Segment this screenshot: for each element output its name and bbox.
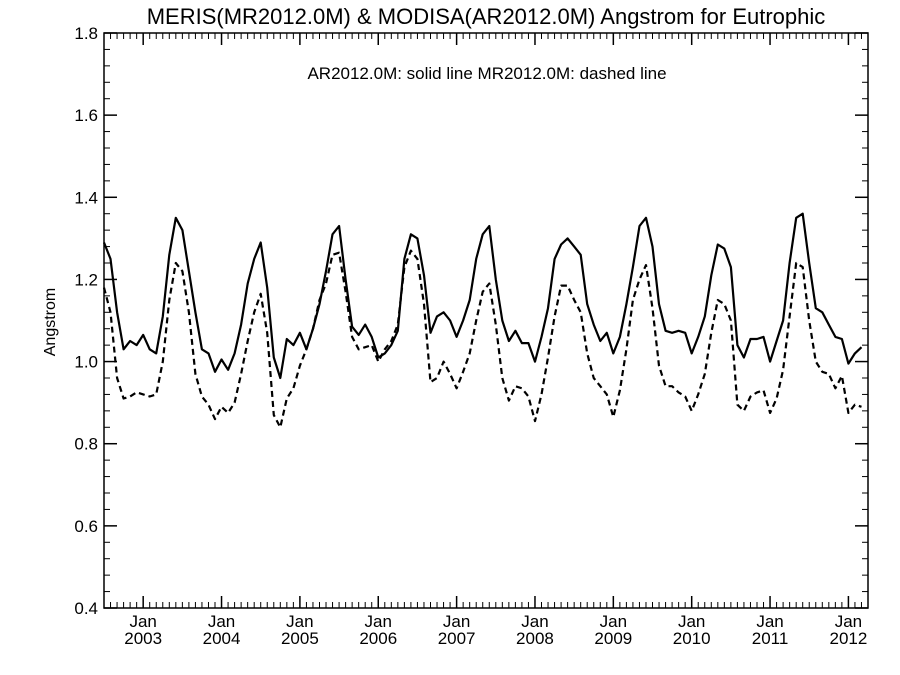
y-tick-label: 1.0 [74, 353, 98, 372]
series-line-solid [102, 212, 863, 380]
y-axis-label: Angstrom [42, 288, 59, 356]
y-tick-label: 1.6 [74, 106, 98, 125]
y-tick-label: 1.4 [74, 188, 98, 207]
y-tick-label: 0.4 [74, 599, 98, 618]
x-axis: Jan2003Jan2004Jan2005Jan2006Jan2007Jan20… [103, 33, 869, 648]
y-tick-label: 0.8 [74, 435, 98, 454]
x-tick-label-year: 2005 [281, 629, 319, 648]
x-tick-label-year: 2004 [203, 629, 241, 648]
x-tick-label-year: 2008 [516, 629, 554, 648]
x-tick-label-month: Jan [365, 612, 392, 631]
x-tick-label-month: Jan [208, 612, 235, 631]
x-tick-label-month: Jan [600, 612, 627, 631]
x-tick-label-year: 2011 [752, 629, 789, 648]
x-tick-label-year: 2010 [673, 629, 711, 648]
x-tick-label-month: Jan [678, 612, 705, 631]
chart-title: MERIS(MR2012.0M) & MODISA(AR2012.0M) Ang… [147, 4, 826, 29]
x-tick-label-year: 2007 [438, 629, 476, 648]
series-layer [102, 212, 863, 429]
y-tick-label: 0.6 [74, 517, 98, 536]
chart-annotation: AR2012.0M: solid line MR2012.0M: dashed … [307, 64, 666, 83]
x-tick-label-year: 2003 [124, 629, 162, 648]
x-tick-label-month: Jan [129, 612, 156, 631]
x-tick-label-month: Jan [443, 612, 470, 631]
x-tick-label-month: Jan [521, 612, 548, 631]
x-tick-label-year: 2009 [594, 629, 632, 648]
x-tick-label-month: Jan [756, 612, 783, 631]
y-tick-label: 1.2 [74, 270, 98, 289]
y-tick-label: 1.8 [74, 24, 98, 43]
series-line-dashed [102, 249, 862, 429]
x-tick-label-month: Jan [286, 612, 313, 631]
x-tick-label-year: 2006 [359, 629, 397, 648]
plot-frame [103, 32, 869, 609]
y-axis: 0.4 0.6 0.8 1.0 1.2 1.4 1.6 1.8 [74, 24, 868, 618]
x-tick-label-month: Jan [835, 612, 862, 631]
x-tick-label-year: 2012 [829, 629, 867, 648]
